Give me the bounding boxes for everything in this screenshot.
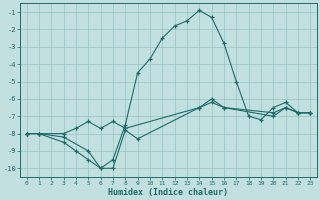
X-axis label: Humidex (Indice chaleur): Humidex (Indice chaleur): [108, 188, 228, 197]
